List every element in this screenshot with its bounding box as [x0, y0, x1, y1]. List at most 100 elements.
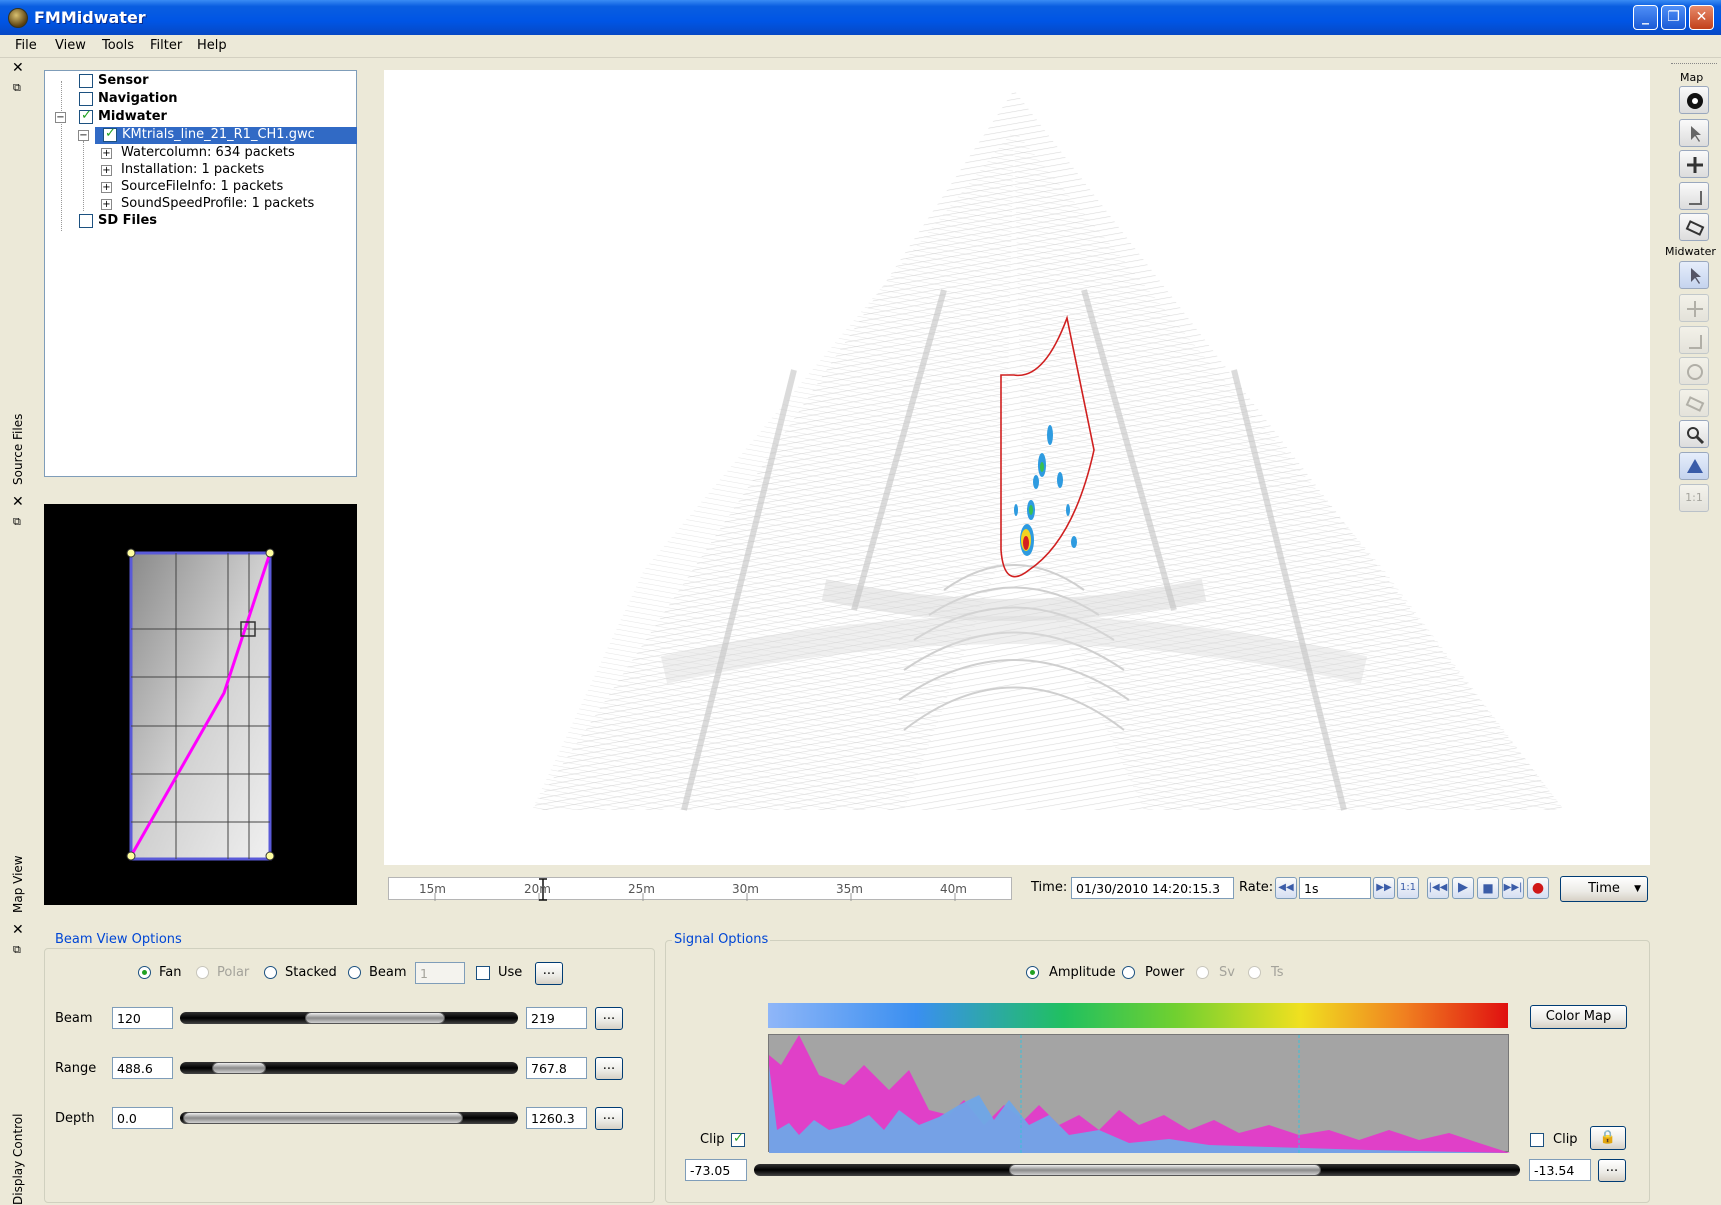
amplitude-histogram[interactable]: [768, 1034, 1510, 1153]
map-select-arrow-icon[interactable]: [1679, 119, 1709, 147]
expand-icon[interactable]: +: [101, 199, 112, 210]
beam-number-stepper[interactable]: 1: [415, 962, 465, 984]
extent-handle[interactable]: [265, 851, 275, 861]
use-checkbox[interactable]: [476, 966, 490, 980]
menu-filter[interactable]: Filter: [150, 38, 183, 53]
dock-title-display-control[interactable]: Display Control: [11, 1113, 25, 1205]
range-slider[interactable]: [180, 1062, 518, 1074]
power-radio[interactable]: [1122, 966, 1135, 979]
range-max-field[interactable]: 767.8: [526, 1057, 587, 1079]
depth-slider[interactable]: [180, 1112, 518, 1124]
fit-view-icon[interactable]: [1679, 452, 1709, 480]
tree-item-watercolumn[interactable]: + Watercolumn: 634 packets: [45, 145, 345, 162]
depth-slider-thumb[interactable]: [183, 1112, 463, 1124]
dock-close-icon[interactable]: ✕: [12, 60, 24, 76]
menu-file[interactable]: File: [15, 38, 37, 53]
selection-polygon[interactable]: [1000, 315, 1095, 578]
tree-item-sourcefileinfo[interactable]: + SourceFileInfo: 1 packets: [45, 179, 345, 196]
menu-view[interactable]: View: [55, 38, 86, 53]
sd-files-checkbox[interactable]: [79, 214, 93, 228]
signal-slider-thumb[interactable]: [1009, 1164, 1321, 1176]
menu-tools[interactable]: Tools: [102, 38, 135, 53]
midwater-checkbox[interactable]: [79, 108, 93, 124]
signal-min-field[interactable]: -73.05: [685, 1159, 747, 1181]
maximize-button[interactable]: ❐: [1661, 5, 1686, 30]
map-pan-icon[interactable]: [1679, 86, 1709, 114]
map-view[interactable]: [44, 504, 357, 905]
range-min-field[interactable]: 488.6: [112, 1057, 173, 1079]
map-line-icon[interactable]: [1679, 182, 1709, 210]
midwater-eraser-icon[interactable]: [1679, 389, 1709, 417]
dock-title-source-files[interactable]: Source Files: [11, 413, 25, 485]
extent-handle[interactable]: [126, 851, 136, 861]
dock-float-icon[interactable]: ⧉: [13, 81, 21, 94]
ts-radio[interactable]: [1248, 966, 1261, 979]
beam-radio[interactable]: [348, 966, 361, 979]
dock-title-map-view[interactable]: Map View: [11, 855, 25, 913]
time-cursor[interactable]: [539, 878, 547, 901]
beam-max-field[interactable]: 219: [526, 1007, 587, 1029]
map-eraser-icon[interactable]: [1679, 213, 1709, 241]
extent-handle[interactable]: [265, 548, 275, 558]
skip-start-icon[interactable]: |◀◀: [1427, 877, 1449, 899]
close-button[interactable]: ✕: [1689, 5, 1714, 30]
rate-field[interactable]: 1s: [1299, 877, 1371, 899]
tree-item-soundspeedprofile[interactable]: + SoundSpeedProfile: 1 packets: [45, 196, 345, 213]
expand-icon[interactable]: +: [101, 148, 112, 159]
midwater-move-icon[interactable]: [1679, 294, 1709, 322]
rate-increase-icon[interactable]: ▶▶: [1373, 877, 1395, 899]
amplitude-radio[interactable]: [1026, 966, 1039, 979]
signal-more-button[interactable]: ...: [1598, 1159, 1626, 1182]
sensor-checkbox[interactable]: [79, 74, 93, 88]
signal-max-field[interactable]: -13.54: [1529, 1159, 1591, 1181]
stacked-radio[interactable]: [264, 966, 277, 979]
beam-range-slider[interactable]: [180, 1012, 518, 1024]
stop-icon[interactable]: ■: [1477, 877, 1499, 899]
dock-float-icon[interactable]: ⧉: [13, 515, 21, 528]
map-canvas[interactable]: [44, 504, 357, 905]
beam-slider-thumb[interactable]: [305, 1012, 445, 1024]
minimize-button[interactable]: _: [1633, 5, 1658, 30]
extent-handle[interactable]: [126, 548, 136, 558]
collapse-icon[interactable]: −: [55, 112, 66, 123]
clip-max-checkbox[interactable]: [1530, 1133, 1544, 1147]
depth-min-field[interactable]: 0.0: [112, 1107, 173, 1129]
tree-item-sensor[interactable]: Sensor: [45, 73, 345, 90]
play-icon[interactable]: ▶: [1452, 877, 1474, 899]
depth-max-field[interactable]: 1260.3: [526, 1107, 587, 1129]
expand-icon[interactable]: +: [101, 182, 112, 193]
expand-icon[interactable]: +: [101, 165, 112, 176]
sv-radio[interactable]: [1196, 966, 1209, 979]
time-mode-select[interactable]: Time ▼: [1560, 876, 1648, 902]
tree-item-file[interactable]: − KMtrials_line_21_R1_CH1.gwc: [45, 126, 357, 144]
signal-range-slider[interactable]: [754, 1164, 1520, 1176]
dock-float-icon[interactable]: ⧉: [13, 943, 21, 956]
midwater-lasso-icon[interactable]: [1679, 357, 1709, 385]
file-checkbox[interactable]: [103, 126, 117, 142]
dock-close-icon[interactable]: ✕: [12, 922, 24, 938]
beam-options-more-button[interactable]: ...: [535, 962, 563, 985]
fan-radio[interactable]: [138, 966, 151, 979]
color-map-button[interactable]: Color Map: [1530, 1005, 1627, 1029]
midwater-line-icon[interactable]: [1679, 326, 1709, 354]
polar-radio[interactable]: [196, 966, 209, 979]
range-more-button[interactable]: ...: [595, 1057, 623, 1080]
beam-min-field[interactable]: 120: [112, 1007, 173, 1029]
range-slider-thumb[interactable]: [212, 1062, 266, 1074]
midwater-select-arrow-icon[interactable]: [1679, 261, 1709, 289]
record-icon[interactable]: ●: [1527, 877, 1549, 899]
dock-close-icon[interactable]: ✕: [12, 494, 24, 510]
rate-one-to-one-button[interactable]: 1:1: [1397, 877, 1419, 899]
tree-item-midwater[interactable]: − Midwater: [45, 108, 345, 126]
skip-end-icon[interactable]: ▶▶|: [1502, 877, 1524, 899]
lock-icon[interactable]: 🔒: [1590, 1126, 1626, 1150]
navigation-checkbox[interactable]: [79, 92, 93, 106]
zoom-one-to-one-button[interactable]: 1:1: [1679, 484, 1709, 512]
rate-decrease-icon[interactable]: ◀◀: [1275, 877, 1297, 899]
time-scrubber[interactable]: 15m 20m 25m 30m 35m 40m: [388, 877, 1012, 901]
tree-item-installation[interactable]: + Installation: 1 packets: [45, 162, 345, 179]
fan-canvas[interactable]: [384, 70, 1650, 865]
zoom-icon[interactable]: [1679, 420, 1709, 448]
tree-item-navigation[interactable]: Navigation: [45, 91, 345, 108]
map-move-icon[interactable]: [1679, 150, 1709, 178]
